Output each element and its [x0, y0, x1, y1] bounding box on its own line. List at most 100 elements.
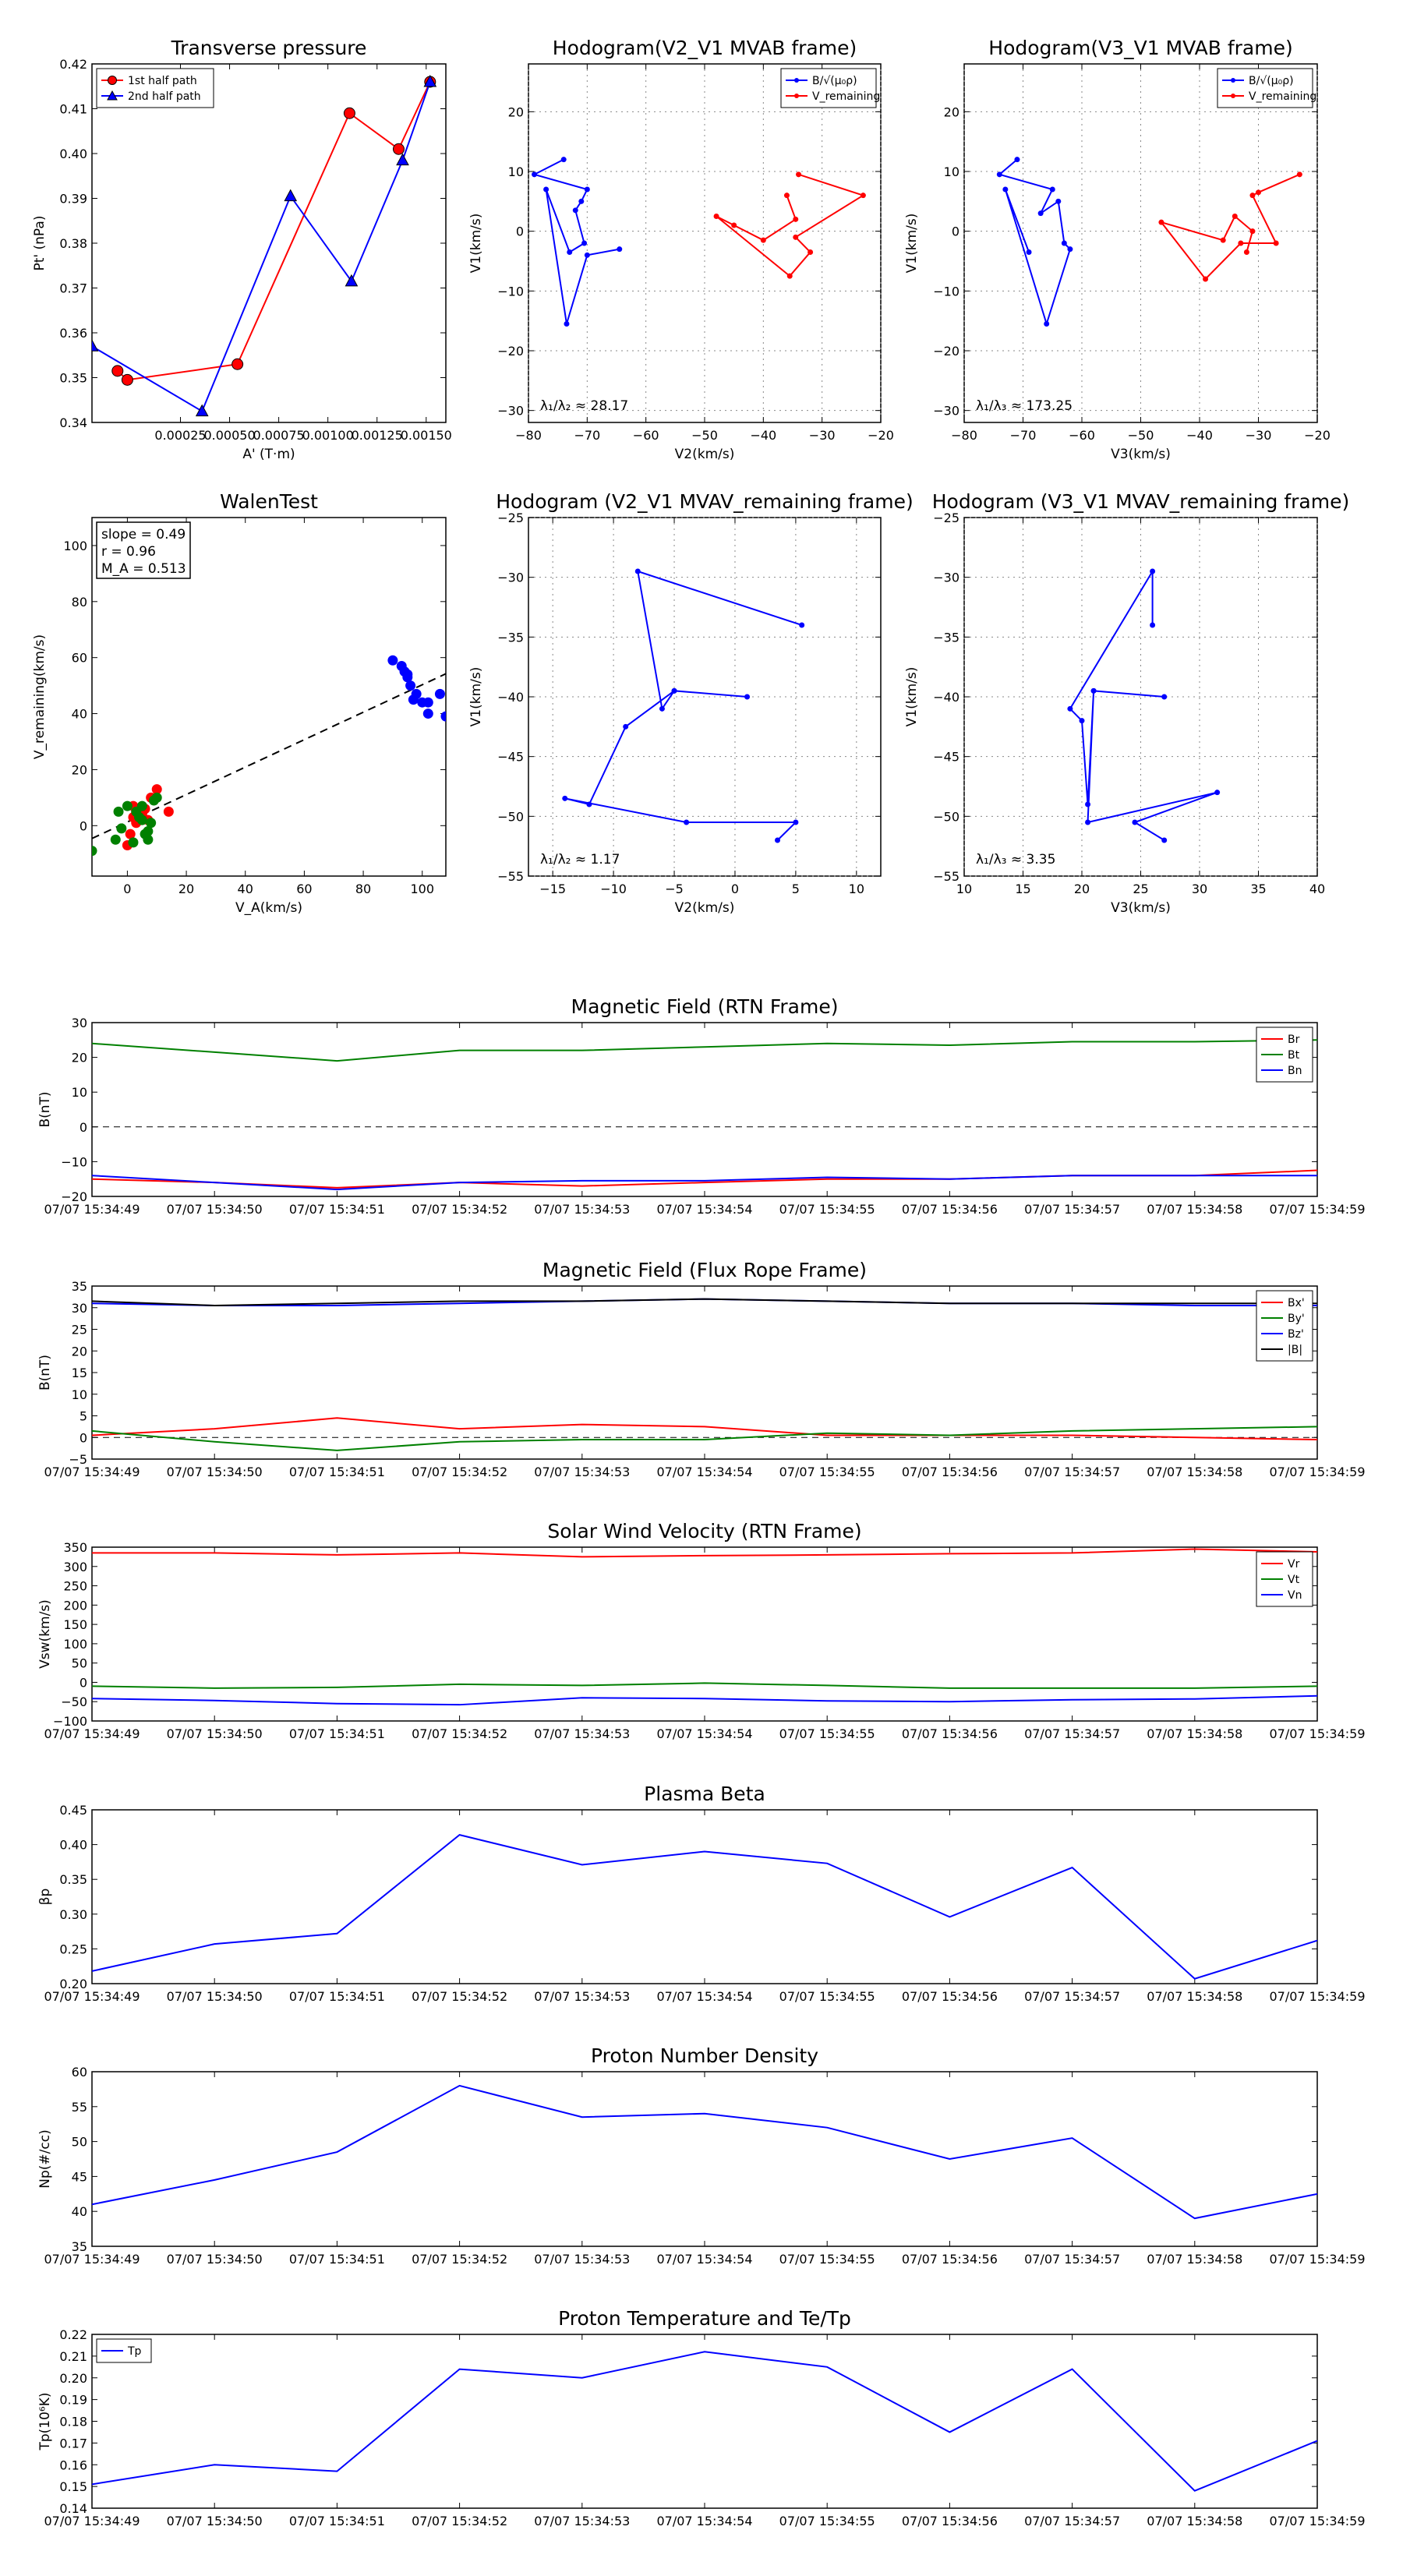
data-point: [786, 273, 793, 279]
legend: 1st half path 2nd half path: [96, 68, 214, 108]
x-tick-label: 07/07 15:34:56: [902, 1202, 998, 1217]
x-tick-label: −60: [633, 428, 659, 443]
y-tick-label: 0.37: [59, 281, 87, 296]
x-tick-label: 07/07 15:34:56: [902, 1989, 998, 2004]
x-tick-label: 100: [410, 882, 434, 896]
axes-frame: [91, 1285, 1318, 1460]
legend: Tp: [96, 2338, 152, 2363]
y-tick-label: 0.39: [59, 192, 87, 207]
x-tick-label: 07/07 15:34:54: [656, 2514, 752, 2528]
series-b--line: [998, 158, 1072, 327]
data-point: [1085, 801, 1091, 807]
data-point: [1243, 249, 1249, 255]
plot-area: [996, 157, 1302, 327]
x-tick-label: 07/07 15:34:58: [1147, 1465, 1242, 1479]
data-point: [744, 694, 751, 700]
legend-label: |B|: [1288, 1344, 1302, 1356]
eigen-ratio: λ₁/λ₂ ≈ 28.17: [540, 398, 628, 414]
x-tick-label: 07/07 15:34:57: [1024, 1726, 1120, 1741]
x-tick-label: 20: [178, 882, 194, 896]
axes-frame: [91, 1809, 1318, 1984]
y-tick-label: 60: [72, 651, 87, 666]
x-tick-label: −10: [600, 882, 627, 896]
data-point: [422, 708, 433, 719]
legend: Br Bt Bn: [1256, 1027, 1313, 1083]
x-tick-label: 0.00025: [154, 428, 206, 443]
x-tick-label: 07/07 15:34:51: [289, 1989, 385, 2004]
y-axis-label: Np(#/cc): [37, 2129, 53, 2188]
data-point: [567, 249, 573, 255]
x-tick-label: 07/07 15:34:54: [656, 1726, 752, 1741]
series-bn-line: [92, 1175, 1317, 1191]
y-tick-label: 0: [516, 224, 524, 239]
y-tick-label: 30: [72, 1016, 87, 1030]
y-tick-label: 0.14: [59, 2501, 87, 2516]
chart-title: Solar Wind Velocity (RTN Frame): [547, 1520, 861, 1542]
y-tick-label: −30: [497, 404, 524, 419]
y-tick-label: 40: [72, 707, 87, 722]
x-tick-label: 0.00075: [253, 428, 305, 443]
y-tick-label: 0.21: [59, 2349, 87, 2364]
data-point: [417, 697, 428, 708]
legend-label: Bn: [1288, 1065, 1302, 1077]
x-tick-label: 10: [956, 882, 972, 896]
x-tick-label: 07/07 15:34:57: [1024, 1989, 1120, 2004]
x-tick-label: 15: [1015, 882, 1030, 896]
data-point: [1061, 240, 1067, 246]
data-point: [684, 819, 690, 825]
data-point: [775, 837, 781, 843]
legend-label: 2nd half path: [128, 90, 201, 103]
x-tick-label: −70: [574, 428, 600, 443]
legend: Bx' By' Bz' |B|: [1256, 1290, 1313, 1362]
y-tick-label: 250: [63, 1579, 87, 1594]
plot-area: [92, 2351, 1317, 2492]
y-tick-label: −35: [933, 630, 959, 645]
chart-pt: Transverse pressure 0.000250.000500.00075…: [32, 37, 452, 462]
y-tick-label: −45: [497, 750, 524, 765]
legend-label: Bt: [1288, 1049, 1300, 1062]
data-point: [584, 252, 590, 258]
data-point: [1090, 687, 1097, 694]
x-tick-label: 07/07 15:34:53: [534, 2514, 630, 2528]
y-tick-label: 150: [63, 1617, 87, 1632]
x-tick-label: 80: [355, 882, 371, 896]
x-tick-label: 07/07 15:34:52: [412, 1726, 507, 1741]
y-tick-label: −50: [497, 809, 524, 824]
data-point: [396, 153, 409, 166]
x-tick-label: 0: [123, 882, 131, 896]
stats-box: [96, 521, 191, 579]
data-point: [532, 171, 538, 178]
x-tick-label: 0.00050: [203, 428, 255, 443]
data-point: [345, 274, 359, 287]
data-point: [284, 189, 298, 202]
chart-vsw: Solar Wind Velocity (RTN Frame) 07/07 15:…: [37, 1520, 1366, 1741]
data-point: [1150, 622, 1156, 628]
chart-tp: Proton Temperature and Te/Tp 07/07 15:34:…: [37, 2307, 1366, 2528]
y-tick-label: 25: [72, 1323, 87, 1337]
legend-label: Br: [1288, 1034, 1300, 1046]
x-tick-label: −20: [1304, 428, 1331, 443]
data-point: [760, 237, 766, 243]
data-point: [1002, 186, 1009, 193]
data-point: [146, 818, 157, 829]
data-point: [659, 705, 665, 712]
chart-title: Hodogram(V2_V1 MVAB frame): [553, 37, 857, 59]
data-point: [1214, 790, 1221, 796]
y-axis-label: B(nT): [37, 1355, 53, 1390]
y-tick-label: −35: [497, 630, 524, 645]
x-tick-label: 07/07 15:34:53: [534, 1989, 630, 2004]
y-tick-label: 0.16: [59, 2458, 87, 2472]
y-tick-label: −40: [933, 690, 959, 705]
y-tick-label: 80: [72, 595, 87, 610]
y-tick-label: 20: [508, 104, 524, 119]
y-tick-label: 0.20: [59, 1977, 87, 1991]
y-tick-label: 5: [80, 1409, 87, 1424]
y-tick-label: −30: [497, 571, 524, 585]
y-tick-label: 55: [72, 2100, 87, 2115]
legend-marker: [794, 78, 799, 83]
data-point: [581, 240, 588, 246]
axes-frame: [91, 2071, 1318, 2247]
x-tick-label: 07/07 15:34:52: [412, 1989, 507, 2004]
x-axis-label: V2(km/s): [675, 900, 735, 916]
x-tick-label: −70: [1010, 428, 1037, 443]
